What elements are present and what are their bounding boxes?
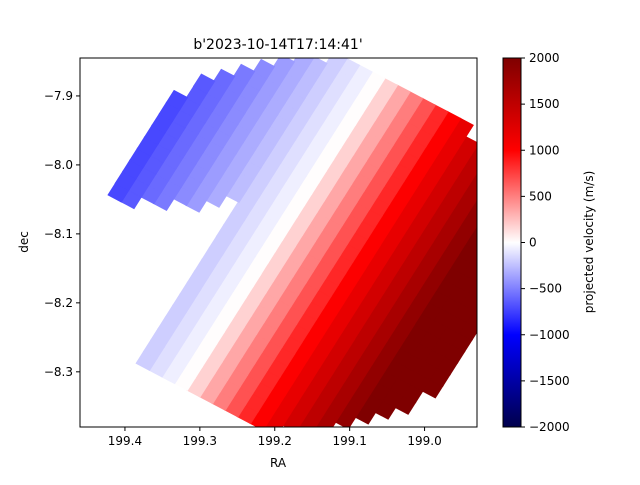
colorbar-tick-label: −2000 <box>529 420 570 434</box>
heatmap-cell <box>474 276 477 283</box>
heatmap-cell <box>479 209 501 229</box>
heatmap-cell <box>484 227 506 247</box>
heatmap-cell <box>474 170 477 175</box>
y-axis-label: dec <box>17 231 31 253</box>
x-tick-label: 199.2 <box>258 434 292 448</box>
colorbar-label: projected velocity (m/s) <box>582 171 596 314</box>
x-tick-label: 199.4 <box>108 434 142 448</box>
y-tick-label: −7.9 <box>44 89 73 103</box>
y-tick-label: −8.2 <box>44 296 73 310</box>
x-tick-label: 199.1 <box>332 434 366 448</box>
y-tick-label: −8.1 <box>44 227 73 241</box>
chart-title: b'2023-10-14T17:14:41' <box>193 37 362 53</box>
heatmap-cell <box>481 179 503 199</box>
heatmap-cell <box>476 249 477 252</box>
colorbar-axis: 2000 1500 1000 500 0 −500 −1000 −1500 −2000 <box>521 51 570 434</box>
colorbar-tick-label: 0 <box>529 236 537 250</box>
x-tick-label: 199.3 <box>183 434 217 448</box>
y-tick-label: −8.0 <box>44 158 73 172</box>
heatmap-cell <box>292 58 315 70</box>
heatmap-cell <box>252 58 276 80</box>
plot-frame <box>79 57 478 428</box>
colorbar-tick-label: 500 <box>529 189 552 203</box>
colorbar-tick-label: 2000 <box>529 51 560 65</box>
colorbar-tick-label: −1000 <box>529 328 570 342</box>
colorbar-tick-label: 1000 <box>529 143 560 157</box>
x-axis: 199.4 199.3 199.2 199.1 199.0 <box>108 427 442 448</box>
colorbar-tick-label: 1500 <box>529 97 560 111</box>
heatmap-cell <box>325 58 348 72</box>
colorbar <box>502 57 522 428</box>
heatmap-cell <box>212 68 236 90</box>
heatmap-cell <box>165 89 189 111</box>
heatmap-cell <box>192 73 216 94</box>
colorbar-tick-label: −1500 <box>529 374 570 388</box>
heatmap-cell <box>232 63 256 85</box>
heatmap-cell <box>272 58 296 75</box>
heatmap-cell <box>482 257 504 277</box>
y-axis: −7.9 −8.0 −8.1 −8.2 −8.3 <box>44 89 80 379</box>
velocity-heatmap <box>107 58 506 427</box>
x-axis-label: RA <box>270 456 287 470</box>
heatmap-cell <box>480 286 502 306</box>
colorbar-tick-label: −500 <box>529 282 562 296</box>
x-tick-label: 199.0 <box>407 434 441 448</box>
y-tick-label: −8.3 <box>44 365 73 379</box>
